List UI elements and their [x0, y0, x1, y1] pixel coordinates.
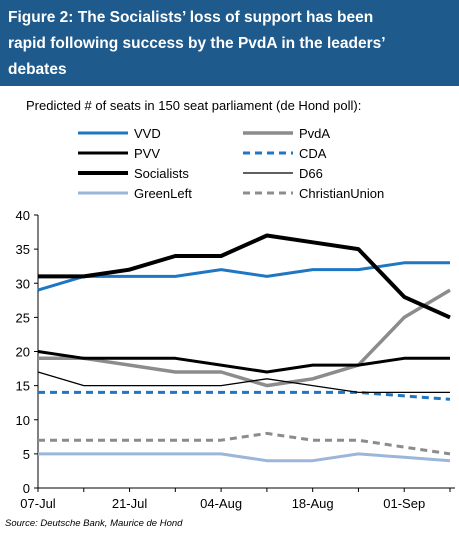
legend-label-pvv: PVV	[134, 146, 160, 161]
y-tick-label: 30	[16, 276, 30, 291]
x-tick-label: 18-Aug	[292, 496, 334, 511]
series-line-d66	[37, 371, 450, 394]
x-tick-label: 07-Jul	[20, 496, 56, 511]
series-line-vvd	[37, 261, 450, 292]
legend-label-socialists: Socialists	[134, 166, 189, 181]
series-line-pvv	[37, 350, 450, 374]
y-tick-label: 5	[23, 447, 30, 462]
legend-label-christianunion: ChristianUnion	[299, 186, 384, 201]
y-tick-label: 40	[16, 208, 30, 223]
x-tick-label: 04-Aug	[200, 496, 242, 511]
title-line-3: debates	[8, 61, 67, 78]
y-tick-label: 20	[16, 345, 30, 360]
series-line-christianunion	[38, 431, 451, 456]
source-note: Source: Deutsche Bank, Maurice de Hond	[5, 518, 183, 529]
legend-label-d66: D66	[299, 166, 323, 181]
x-tick-label: 21-Jul	[112, 496, 148, 511]
title-line-2: rapid following success by the PvdA in t…	[8, 35, 386, 52]
legend-label-pvda: PvdA	[299, 126, 330, 141]
y-tick-label: 35	[16, 242, 30, 257]
series-line-socialists	[38, 233, 451, 320]
figure-title: Figure 2: The Socialists’ loss of suppor…	[0, 0, 459, 86]
title-line-1: Figure 2: The Socialists’ loss of suppor…	[8, 9, 374, 26]
chart-subtitle: Predicted # of seats in 150 seat parliam…	[26, 98, 362, 113]
series-line-pvda	[38, 288, 451, 388]
y-tick-label: 10	[16, 413, 30, 428]
legend-label-cda: CDA	[299, 146, 327, 161]
y-tick-label: 0	[23, 481, 30, 496]
y-tick-label: 15	[16, 379, 30, 394]
legend-label-greenleft: GreenLeft	[134, 186, 192, 201]
series-line-cda	[38, 390, 451, 401]
y-tick-label: 25	[16, 310, 30, 325]
legend-label-vvd: VVD	[134, 126, 161, 141]
x-tick-label: 01-Sep	[383, 496, 425, 511]
chart-legend: VVD PvdA PVV CDA Socialists D66 GreenLeft Chris…	[78, 126, 384, 201]
chart-lines	[37, 233, 451, 463]
series-line-greenleft	[38, 452, 451, 463]
